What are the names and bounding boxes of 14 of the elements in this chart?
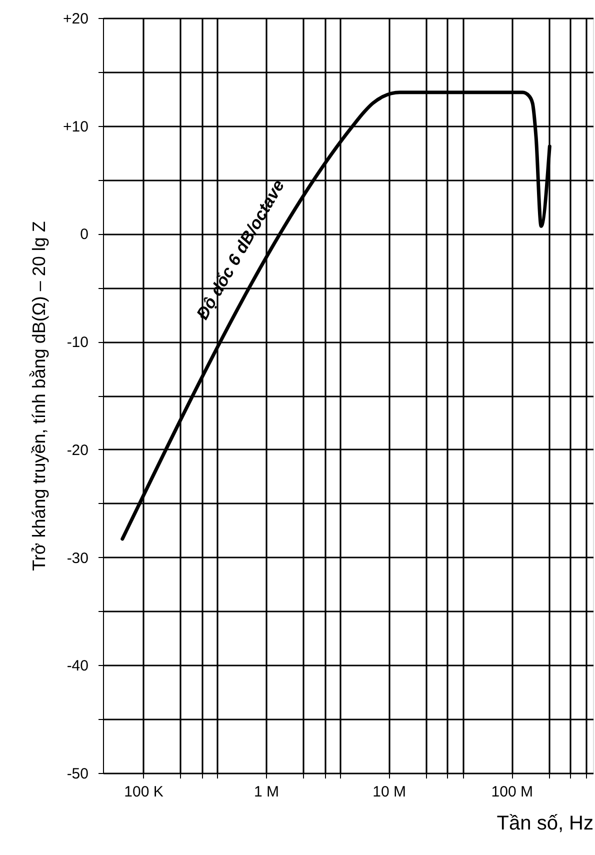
- y-tick-label: +10: [63, 118, 88, 136]
- y-tick-label: -20: [66, 442, 88, 459]
- y-tick-label: -50: [66, 766, 88, 782]
- y-tick-label: 0: [80, 226, 88, 244]
- y-tick-label: -30: [66, 550, 88, 567]
- y-tick-label: -10: [66, 334, 88, 352]
- y-tick-label: -40: [66, 658, 88, 675]
- y-axis-title: Trở kháng truyền, tính bằng dB(Ω) – 20 lg Z: [29, 221, 50, 571]
- x-tick-label: 10 M: [372, 784, 406, 800]
- x-tick-label: 100 M: [491, 784, 533, 800]
- y-tick-label: +20: [63, 10, 88, 28]
- x-tick-label: 1 M: [254, 784, 280, 800]
- x-axis-title: Tần số, Hz: [496, 812, 594, 834]
- x-tick-label: 100 K: [124, 784, 164, 800]
